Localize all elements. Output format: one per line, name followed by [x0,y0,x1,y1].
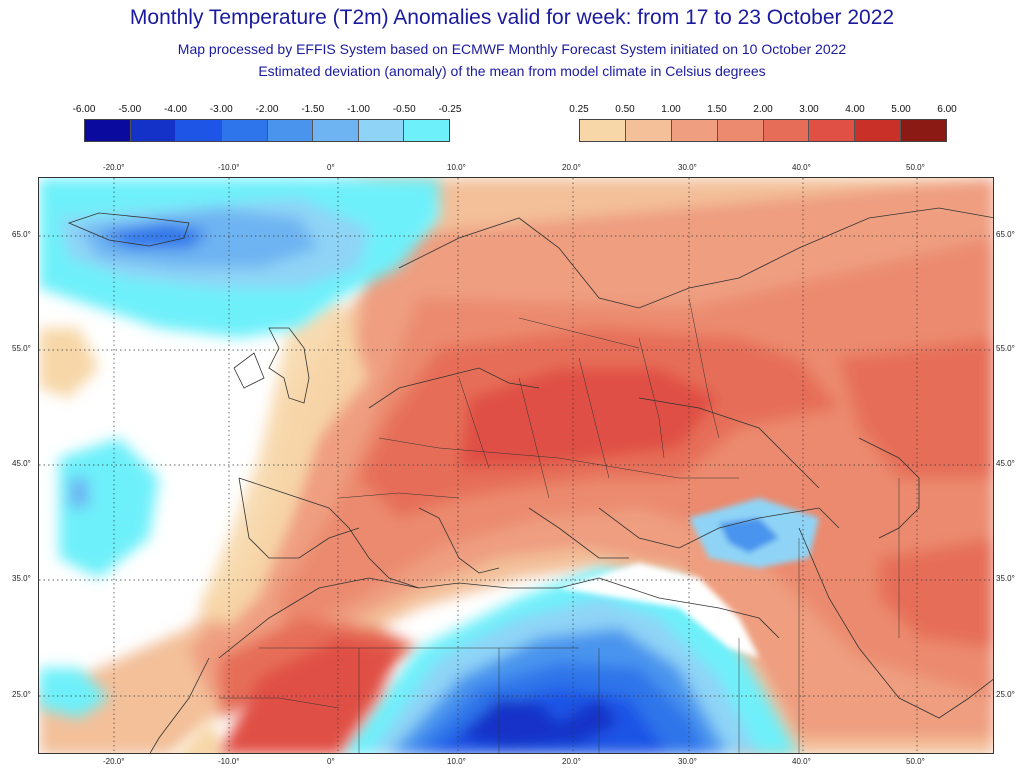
legend-warm-label: 0.50 [615,104,635,115]
map-title: Monthly Temperature (T2m) Anomalies vali… [129,6,895,29]
lat-tick-label: 45.0° [996,459,1015,468]
legend-cold-label: -6.00 [72,104,96,115]
legend-cold: -6.00 -5.00 -4.00 -3.00 -2.00 -1.50 -1.00 -0.50… [73,104,461,144]
legend-warm-label: 1.00 [661,104,681,115]
lon-tick-label: -10.0° [218,757,240,766]
lon-tick-label: 40.0° [792,163,811,172]
map-subtitle-units: Estimated deviation (anomaly) of the mea… [258,63,766,79]
legend-cold-label: -4.00 [164,104,187,115]
legend-warm-swatch [580,120,626,141]
lon-tick-label: 30.0° [678,757,697,766]
legend-cold-label: -2.00 [255,104,279,115]
legend-cold-label: -1.00 [347,104,370,115]
legend-warm-label: 6.00 [937,104,957,115]
warm-anomaly-nw-africa [220,638,399,753]
legend-warm-swatch [763,120,810,141]
lat-tick-label: 65.0° [12,230,31,239]
lat-tick-label: 25.0° [996,690,1015,699]
legend-warm-label: 5.00 [891,104,911,115]
lat-tick-label: 45.0° [12,459,31,468]
legend-cold-swatch [221,120,268,141]
cold-anomaly-iceland [39,178,439,338]
legend-warm-swatch [625,120,672,141]
lon-tick-label: -20.0° [103,757,125,766]
lon-tick-label: 20.0° [562,757,581,766]
legend-warm-label: 4.00 [845,104,865,115]
lon-tick-label: 20.0° [562,163,581,172]
lon-tick-label: 50.0° [906,163,925,172]
legend-warm: 0.25 0.50 1.00 1.50 2.00 3.00 4.00 5.00 6.00 [569,104,957,144]
legend-cold-swatch [85,120,131,141]
lon-tick-label: 10.0° [447,163,466,172]
legend-cold-label: -1.50 [301,104,325,115]
legend-warm-swatch [671,120,718,141]
legend-cold-swatch [176,120,222,141]
legend-warm-label: 0.25 [569,104,589,115]
cold-anomaly-atlantic [39,438,159,718]
lon-tick-label: 30.0° [678,163,697,172]
legend-cold-label: -3.00 [209,104,233,115]
legend-warm-swatch [855,120,902,141]
legend-warm-swatch [809,120,856,141]
cold-anomaly-eastern-med [689,498,819,568]
legend-cold-label: -0.50 [392,104,416,115]
graticule [39,178,993,753]
map-subtitle: Map processed by EFFIS System based on E… [177,41,847,57]
lat-tick-label: 65.0° [996,230,1015,239]
coastlines [67,207,993,753]
weak-warm-coast [39,298,369,753]
cold-anomaly-sahara [340,568,798,753]
lon-tick-label: -10.0° [218,163,240,172]
near-zero-band [559,563,759,658]
map-canvas [39,178,993,753]
legend-cold-label: -5.00 [118,104,142,115]
legend-warm-label: 3.00 [799,104,819,115]
legend-cold-swatch [404,120,449,141]
lon-tick-label: 10.0° [447,757,466,766]
anomaly-map[interactable] [38,177,994,754]
lon-tick-label: -20.0° [103,163,125,172]
lon-tick-label: 0° [327,163,335,172]
lon-tick-label: 40.0° [792,757,811,766]
legend-warm-swatch [717,120,764,141]
legend-warm-label: 2.00 [753,104,773,115]
lon-tick-label: 50.0° [906,757,925,766]
legend-cold-label: -0.25 [438,104,462,115]
warm-anomaly-field [39,178,993,753]
legend-warm-swatch [901,120,946,141]
legend-cold-swatch [358,120,405,141]
legend-warm-label: 1.50 [707,104,727,115]
lon-tick-label: 0° [327,757,335,766]
legend-cold-swatch [313,120,359,141]
legend-cold-swatch [267,120,314,141]
lat-tick-label: 25.0° [12,690,31,699]
lat-tick-label: 35.0° [996,574,1015,583]
lat-tick-label: 35.0° [12,574,31,583]
lat-tick-label: 55.0° [12,344,31,353]
country-borders [219,297,900,753]
lat-tick-label: 55.0° [996,344,1015,353]
legend-cold-swatch [130,120,177,141]
